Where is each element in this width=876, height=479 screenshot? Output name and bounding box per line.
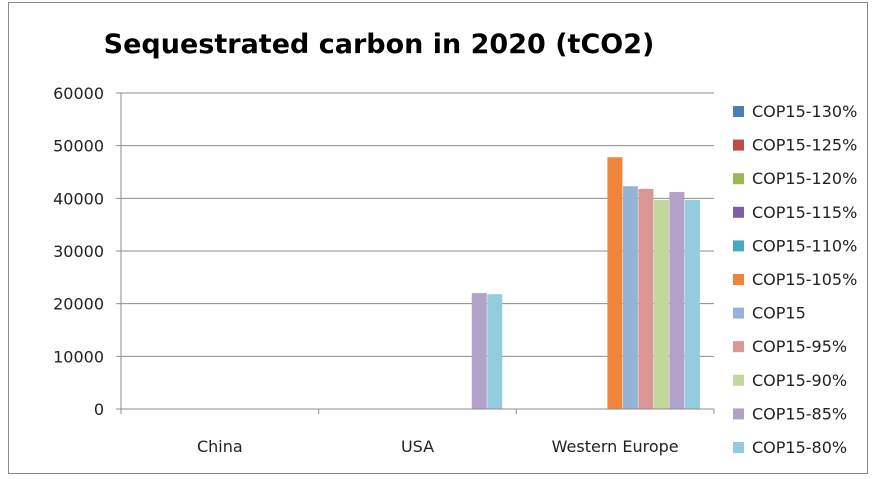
- y-tick-label: 40000: [53, 189, 104, 208]
- legend-label: COP15-110%: [752, 236, 857, 255]
- legend-swatch: [733, 442, 744, 453]
- y-tick-label: 50000: [53, 137, 104, 156]
- y-tick-label: 10000: [53, 347, 104, 366]
- legend-label: COP15-95%: [752, 337, 847, 356]
- legend-label: COP15-130%: [752, 102, 857, 121]
- legend-swatch: [733, 206, 744, 218]
- bar-cop15-85--usa: [471, 293, 487, 409]
- bar-cop15-80--usa: [487, 294, 503, 409]
- legend-swatch: [733, 106, 744, 117]
- x-tick-label: China: [197, 437, 243, 456]
- legend-label: COP15-125%: [752, 136, 857, 155]
- x-tick-label: USA: [401, 437, 434, 456]
- legend-swatch: [733, 274, 744, 285]
- y-axis-tick-labels: 0 10000 20000 30000 40000 50000 60000: [53, 84, 104, 419]
- legend-swatch: [733, 307, 744, 319]
- bar-cop15-85--western-europe: [669, 192, 685, 409]
- legend-swatch: [733, 173, 744, 185]
- legend-label: COP15: [752, 304, 806, 323]
- y-tick-label: 30000: [53, 242, 104, 261]
- chart-title: Sequestrated carbon in 2020 (tCO2): [103, 29, 655, 60]
- bar-cop15-95--western-europe: [638, 188, 654, 409]
- y-tick-label: 60000: [53, 84, 104, 103]
- legend: COP15-130% COP15-125% COP15-120% COP15-115%…: [733, 102, 857, 457]
- legend-swatch: [733, 139, 744, 151]
- bar-cop15-90--western-europe: [653, 199, 669, 409]
- bars: [471, 157, 700, 409]
- y-tick-label: 20000: [53, 295, 104, 314]
- chart-frame: Sequestrated carbon in 2020 (tCO2): [8, 2, 868, 474]
- legend-label: COP15-85%: [752, 404, 847, 423]
- legend-swatch: [733, 341, 744, 353]
- y-tick-label: 0: [94, 400, 104, 419]
- legend-label: COP15-105%: [752, 270, 857, 289]
- legend-label: COP15-80%: [752, 438, 847, 457]
- legend-label: COP15-90%: [752, 371, 847, 390]
- legend-label: COP15-120%: [752, 169, 857, 188]
- legend-swatch: [733, 240, 744, 252]
- bar-cop15-105--western-europe: [607, 157, 623, 409]
- bar-cop15-western-europe: [622, 186, 638, 409]
- axes: [120, 93, 715, 414]
- bar-cop15-80--western-europe: [684, 199, 700, 409]
- legend-swatch: [733, 408, 744, 420]
- legend-label: COP15-115%: [752, 203, 857, 222]
- legend-swatch: [733, 374, 744, 386]
- x-axis-tick-labels: China USA Western Europe: [197, 437, 679, 456]
- x-tick-label: Western Europe: [552, 437, 679, 456]
